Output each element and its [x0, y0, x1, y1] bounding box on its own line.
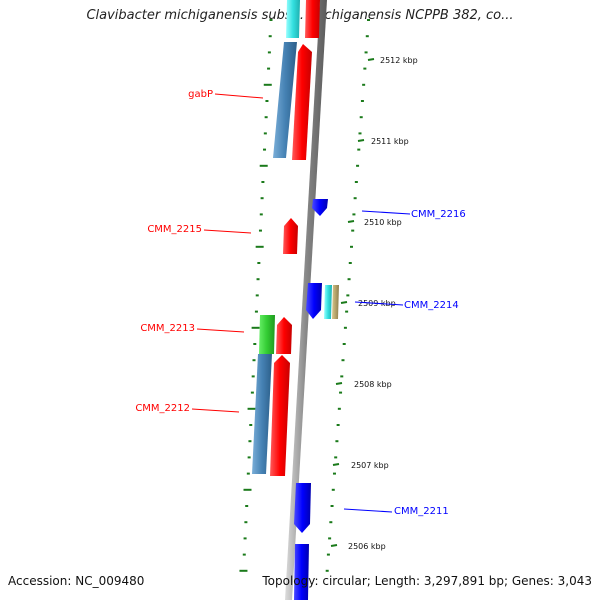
scale-tick — [357, 139, 365, 142]
gene-cmm-2214-arrow — [306, 283, 322, 319]
cmm-2215-leader-line — [203, 229, 252, 234]
gabp-outer-feature-block — [273, 42, 297, 158]
gene-label-cmm-2213[interactable]: CMM_2213 — [140, 323, 195, 334]
cmm-2214-leader-line — [354, 301, 404, 306]
scale-tick — [367, 58, 375, 61]
topology-stats-text: Topology: circular; Length: 3,297,891 bp… — [262, 574, 592, 588]
gene-label-cmm-2215[interactable]: CMM_2215 — [147, 224, 202, 235]
cmm-2213-leader-line — [196, 328, 245, 333]
gene-cmm-2216-arrow — [312, 199, 328, 216]
scale-tick — [347, 220, 355, 223]
scale-tick-label: 2508 kbp — [354, 380, 392, 389]
gene-label-cmm-2211[interactable]: CMM_2211 — [394, 506, 449, 517]
scale-tick-label: 2512 kbp — [380, 56, 418, 65]
gene-cmm-2212-arrow — [270, 355, 290, 476]
scale-tick — [340, 301, 348, 304]
cmm-2213-outer-feature-block — [259, 315, 275, 354]
scale-tick — [330, 544, 338, 547]
scale-tick-label: 2511 kbp — [371, 137, 409, 146]
inner-tick-marks — [325, 19, 370, 572]
cmm-2212-outer-feature-block — [252, 354, 272, 474]
gene-label-cmm-2214[interactable]: CMM_2214 — [404, 300, 459, 311]
cmm-2212-leader-line — [191, 408, 240, 413]
cmm-2214-tan-feature-block — [332, 285, 339, 319]
accession-text: Accession: NC_009480 — [8, 574, 145, 588]
gene-cmm-2211-arrow — [294, 483, 311, 533]
cmm-2211-leader-line — [343, 508, 393, 513]
gene-gabp-arrow — [292, 44, 312, 160]
outer-tick-marks — [239, 19, 273, 572]
gene-label-cmm-2212[interactable]: CMM_2212 — [135, 403, 190, 414]
gabp-leader-line — [214, 93, 264, 99]
gene-label-cmm-2216[interactable]: CMM_2216 — [411, 209, 466, 220]
cmm-2216-leader-line — [361, 210, 411, 215]
cyan-feature-block — [286, 0, 300, 38]
gene-cmm-2213-arrow — [276, 317, 292, 354]
gene-label-gabp[interactable]: gabP — [188, 89, 213, 100]
gene-bottom-reverse-arrow — [294, 544, 309, 600]
cmm-2214-cyan-feature-block — [324, 285, 332, 319]
map-title: Clavibacter michiganensis subsp. michiga… — [86, 8, 514, 23]
scale-tick — [335, 382, 343, 385]
gene-top-forward-arrow — [305, 0, 320, 38]
gene-cmm-2215-arrow — [283, 218, 298, 254]
scale-tick-label: 2507 kbp — [351, 461, 389, 470]
gene-labels-forward: gabP CMM_2215 CMM_2213 CMM_2212 — [135, 89, 264, 414]
gene-labels-reverse: CMM_2216 CMM_2214 CMM_2211 — [343, 209, 466, 517]
genome-backbone — [285, 0, 327, 600]
scale-tick — [332, 463, 340, 466]
scale-tick-label: 2510 kbp — [364, 218, 402, 227]
scale-tick-label: 2506 kbp — [348, 542, 386, 551]
